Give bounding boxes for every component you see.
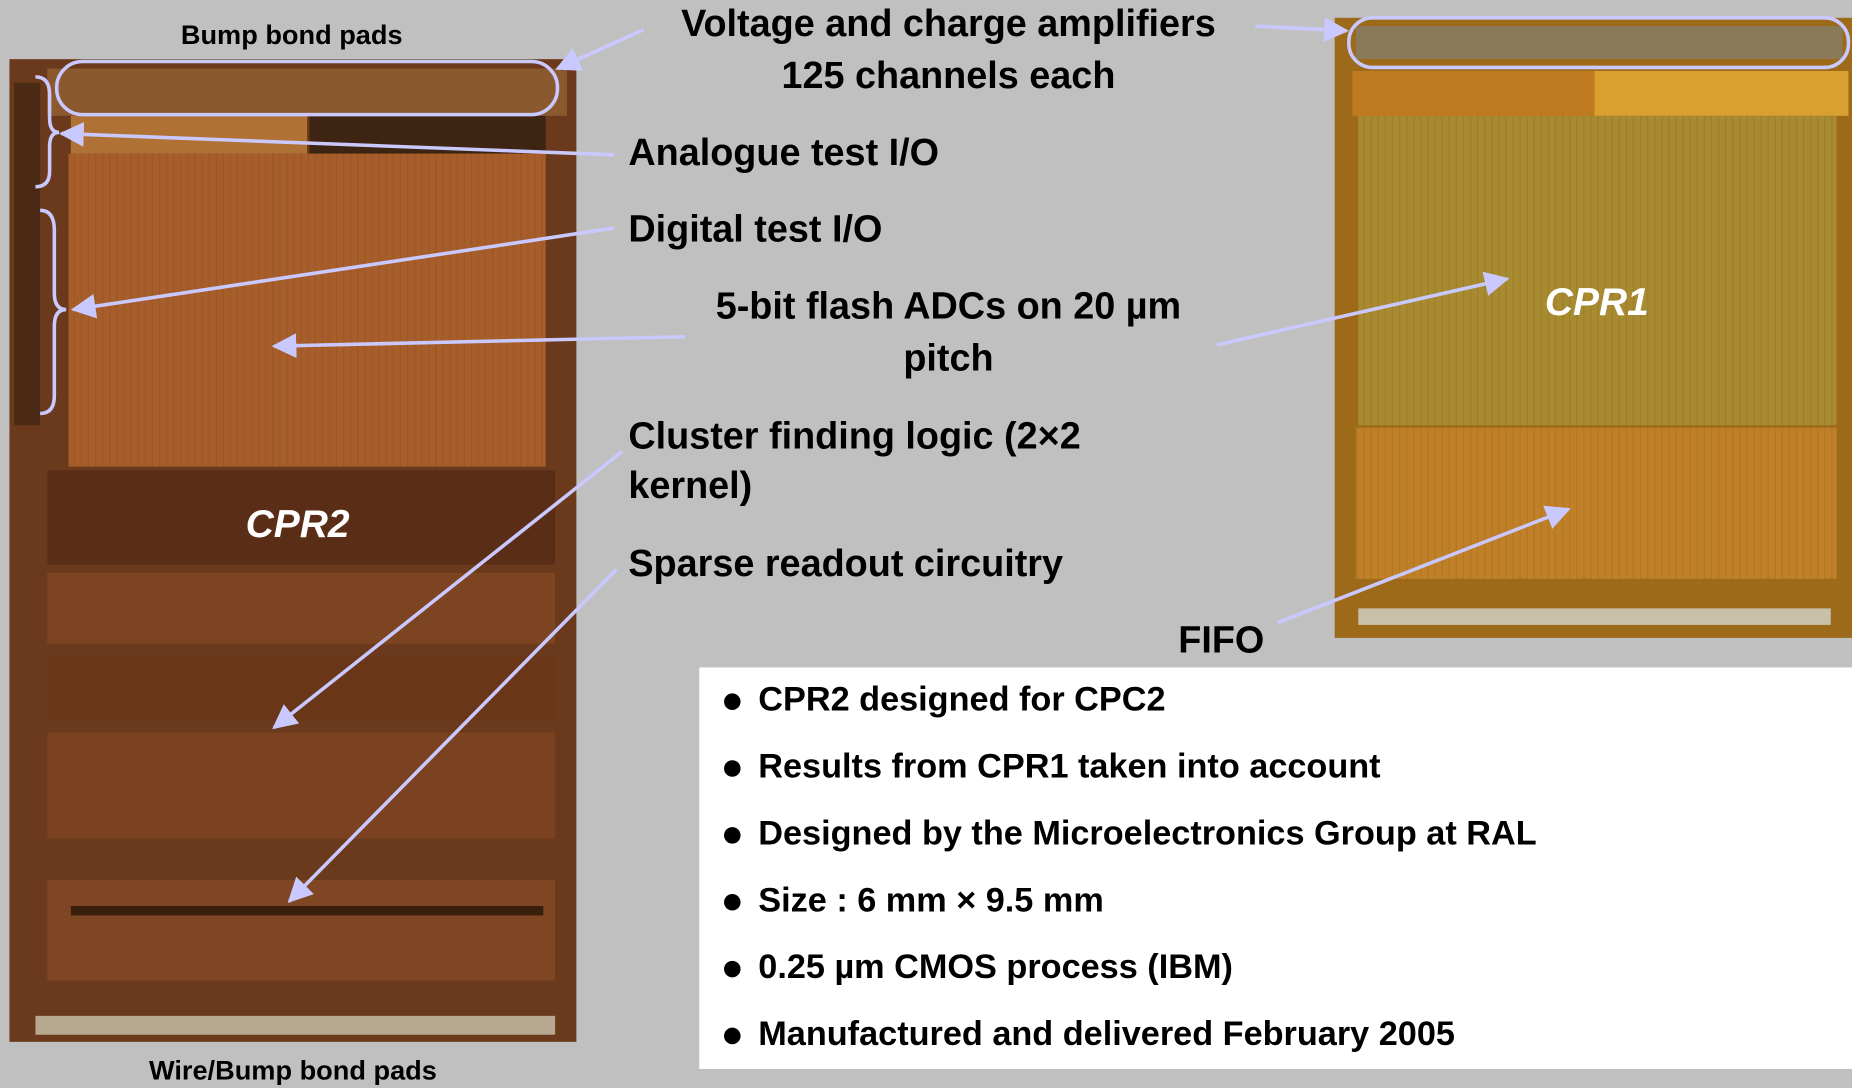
info-box xyxy=(699,667,1852,1069)
label: Bump bond pads xyxy=(181,19,403,50)
chip-name: CPR1 xyxy=(1545,281,1649,324)
bullet-text: Manufactured and delivered February 2005 xyxy=(758,1015,1455,1053)
chip-name: CPR2 xyxy=(246,503,350,546)
label: Cluster finding logic (2×2 xyxy=(628,415,1080,457)
bullet-dot xyxy=(724,894,741,911)
label: Analogue test I/O xyxy=(628,132,939,174)
bullet-dot xyxy=(724,760,741,777)
bullet-text: CPR2 designed for CPC2 xyxy=(758,681,1165,719)
label: 5-bit flash ADCs on 20 µm xyxy=(716,285,1181,327)
bullet-dot xyxy=(724,827,741,844)
bullet-dot xyxy=(724,1028,741,1045)
label: Voltage and charge amplifiers xyxy=(681,3,1216,45)
label: pitch xyxy=(903,337,993,379)
bullet-text: Results from CPR1 taken into account xyxy=(758,748,1380,786)
label: FIFO xyxy=(1178,620,1264,662)
bullet-text: Size : 6 mm × 9.5 mm xyxy=(758,881,1104,919)
cpr1-chip-photo xyxy=(1335,18,1852,638)
label: kernel) xyxy=(628,465,752,507)
label: Wire/Bump bond pads xyxy=(149,1055,437,1086)
label: 125 channels each xyxy=(781,55,1115,97)
bullet-text: Designed by the Microelectronics Group a… xyxy=(758,814,1536,852)
label: Digital test I/O xyxy=(628,209,882,251)
cpr2-chip-photo xyxy=(9,59,576,1042)
page: {"labels": { "bump_top": "Bump bond pads… xyxy=(0,0,1852,1088)
label: Sparse readout circuitry xyxy=(628,543,1063,585)
bullet-dot xyxy=(724,693,741,710)
slide: Bump bond pads Voltage and charge amplif… xyxy=(0,0,1852,1088)
bullet-dot xyxy=(724,961,741,978)
bullet-text: 0.25 µm CMOS process (IBM) xyxy=(758,948,1233,986)
